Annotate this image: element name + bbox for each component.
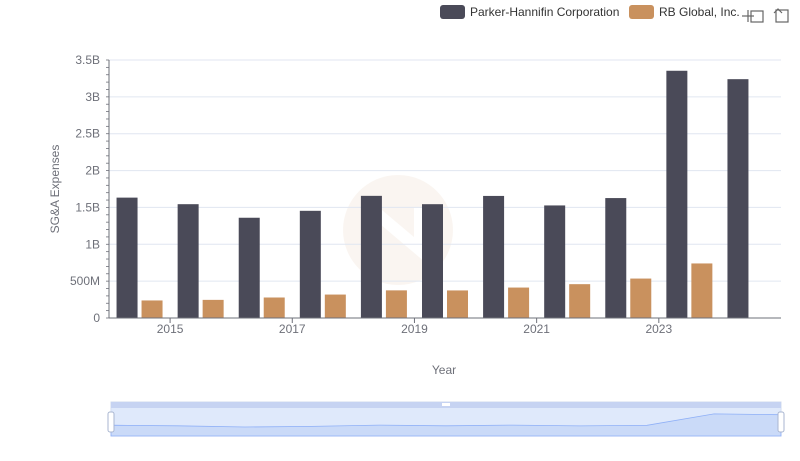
x-tick-label: 2019 [401, 322, 428, 336]
bar-parker-hannifin [422, 204, 443, 318]
bars [116, 70, 749, 318]
y-tick-label: 3.5B [75, 53, 100, 67]
data-zoom-handle-left[interactable] [107, 411, 115, 433]
legend-label-parker-hannifin: Parker-Hannifin Corporation [470, 5, 619, 19]
restore-icon[interactable] [773, 8, 789, 23]
bar-rb-global [324, 294, 346, 318]
legend-swatch-parker-hannifin [440, 5, 465, 19]
bar-rb-global [569, 284, 591, 318]
data-zoom-handle-right[interactable] [777, 411, 785, 433]
bar-parker-hannifin [360, 195, 382, 318]
bar-rb-global [385, 290, 407, 318]
bar-parker-hannifin [116, 197, 138, 318]
legend-swatch-rb-global [629, 5, 654, 19]
bar-parker-hannifin [177, 204, 199, 318]
x-tick-label: 2015 [157, 322, 184, 336]
axes: 0 500M 1B 1.5B 2B 2.5B 3B 3.5B 2015 2017 2019 2021 2… [70, 53, 781, 336]
data-zoom-slider[interactable] [107, 401, 785, 437]
y-tick-label: 500M [70, 274, 100, 288]
legend-item-parker-hannifin[interactable]: Parker-Hannifin Corporation [440, 5, 619, 19]
y-tick-label: 2.5B [75, 127, 100, 141]
bar-rb-global [508, 287, 530, 318]
y-tick-label: 3B [85, 90, 100, 104]
y-tick-label: 2B [85, 164, 100, 178]
bar-parker-hannifin [238, 217, 260, 318]
legend-item-rb-global[interactable]: RB Global, Inc. [629, 5, 740, 19]
y-tick-label: 1.5B [75, 200, 100, 214]
bar-parker-hannifin [544, 205, 566, 318]
bar-parker-hannifin [666, 70, 688, 318]
x-tick-label: 2023 [645, 322, 672, 336]
x-axis-title: Year [432, 363, 456, 377]
bar-parker-hannifin [727, 79, 749, 318]
x-tick-label: 2017 [279, 322, 306, 336]
y-axis-title: SG&A Expenses [48, 145, 62, 234]
bar-rb-global [691, 263, 713, 318]
legend-label-rb-global: RB Global, Inc. [659, 5, 740, 19]
x-tick-label: 2021 [523, 322, 550, 336]
y-tick-label: 1B [85, 237, 100, 251]
data-zoom-move-handle[interactable] [442, 403, 450, 406]
bar-rb-global [447, 290, 468, 318]
y-tick-label: 0 [93, 311, 100, 325]
bar-rb-global [630, 278, 652, 318]
bar-rb-global [263, 297, 285, 318]
bar-parker-hannifin [605, 198, 627, 318]
bar-rb-global [202, 299, 224, 318]
bar-rb-global [141, 300, 163, 318]
bar-parker-hannifin [299, 210, 321, 318]
bar-parker-hannifin [483, 195, 505, 318]
zoom-icon[interactable] [742, 10, 764, 23]
legend: Parker-Hannifin Corporation RB Global, I… [440, 5, 740, 19]
